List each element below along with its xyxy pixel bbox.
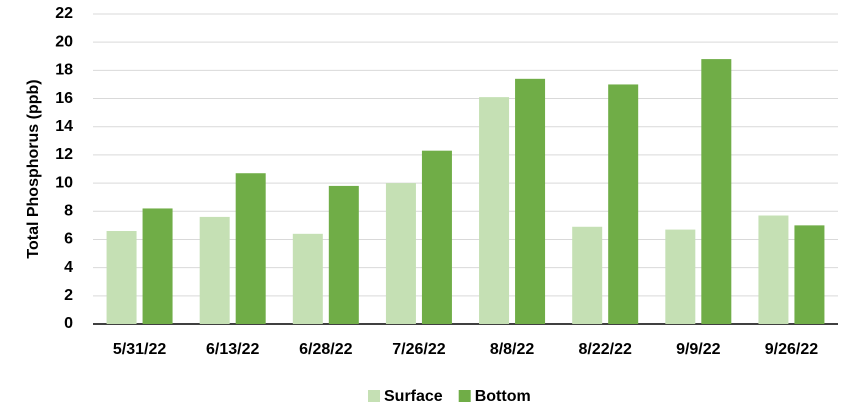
y-tick-label: 20: [55, 33, 73, 50]
x-tick-label: 5/31/22: [113, 341, 166, 358]
y-tick-label: 10: [55, 174, 73, 191]
bar: [665, 229, 696, 324]
y-tick-label: 16: [55, 90, 73, 107]
y-tick-label: 2: [64, 287, 73, 304]
y-tick-label: 4: [64, 259, 73, 276]
bar: [235, 173, 266, 324]
y-tick-label: 0: [64, 315, 73, 332]
bar: [292, 233, 323, 324]
y-tick-label: 18: [55, 62, 73, 79]
bar: [701, 59, 732, 324]
bar: [142, 208, 173, 324]
y-axis-label: Total Phosphorus (ppb): [25, 79, 42, 258]
y-tick-label: 12: [55, 146, 73, 163]
bar: [328, 185, 359, 324]
x-tick-label: 9/26/22: [765, 341, 818, 358]
bar: [794, 225, 825, 324]
y-tick-label: 6: [64, 231, 73, 248]
legend-swatch: [458, 390, 471, 402]
x-tick-label: 8/22/22: [578, 341, 631, 358]
bar: [199, 216, 230, 324]
bar: [515, 78, 546, 325]
bar: [421, 150, 452, 324]
legend-label: Bottom: [475, 388, 531, 405]
bar: [758, 215, 789, 324]
bar: [572, 226, 603, 324]
x-tick-label: 8/8/22: [490, 341, 535, 358]
bar: [385, 183, 416, 324]
bar: [608, 84, 639, 324]
x-tick-label: 7/26/22: [392, 341, 445, 358]
x-tick-label: 9/9/22: [676, 341, 721, 358]
y-tick-label: 22: [55, 5, 73, 22]
y-tick-label: 14: [55, 118, 73, 135]
bar: [479, 97, 510, 325]
legend-label: Surface: [384, 388, 443, 405]
legend-swatch: [368, 390, 380, 402]
x-tick-label: 6/13/22: [206, 341, 259, 358]
y-tick-label: 8: [64, 202, 73, 219]
x-tick-label: 6/28/22: [299, 341, 352, 358]
bar: [106, 231, 137, 324]
